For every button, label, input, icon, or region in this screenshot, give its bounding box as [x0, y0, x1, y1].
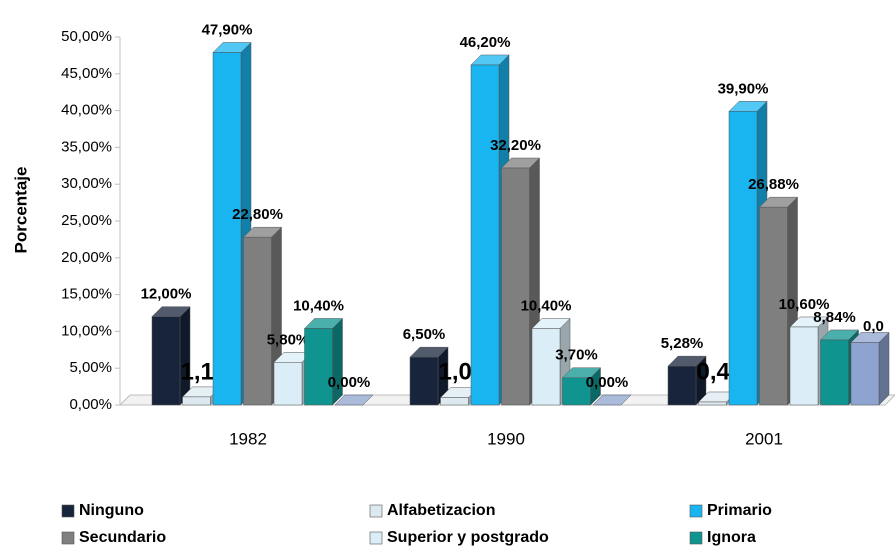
value-label: 32,20%	[490, 137, 541, 154]
bar	[303, 317, 344, 406]
legend-label: Ninguno	[79, 502, 144, 519]
value-label: 10,40%	[293, 297, 344, 314]
value-label: 10,40%	[521, 297, 572, 314]
legend-label: Superior y postgrado	[387, 529, 549, 546]
value-label: 26,88%	[748, 176, 799, 193]
value-label: 6,50%	[403, 326, 446, 343]
y-tick-label: 40,00%	[61, 102, 112, 119]
legend-label: Ignora	[707, 529, 756, 546]
value-label: 39,90%	[718, 80, 769, 97]
bar	[850, 331, 890, 406]
legend-swatch	[61, 531, 75, 545]
y-tick-label: 10,00%	[61, 322, 112, 339]
x-tick-label: 2001	[745, 429, 783, 448]
y-axis-label: Porcentaje	[11, 167, 30, 254]
legend-swatch	[369, 504, 383, 518]
legend-swatch	[369, 531, 383, 545]
value-label: 10,60%	[779, 296, 830, 313]
bar	[212, 41, 252, 406]
bar	[409, 346, 449, 406]
bar	[151, 306, 191, 406]
y-tick-label: 0,00%	[69, 396, 112, 413]
legend-label: Secundario	[79, 529, 166, 546]
bar	[334, 394, 374, 406]
y-tick-label: 25,00%	[61, 212, 112, 229]
x-tick-label: 1990	[487, 429, 525, 448]
legend-swatch	[689, 504, 703, 518]
legend-swatch	[689, 531, 703, 545]
value-label: 22,80%	[232, 206, 283, 223]
y-tick-label: 35,00%	[61, 138, 112, 155]
annotation: 0,0	[863, 318, 884, 335]
value-label: 5,28%	[661, 335, 704, 352]
value-label: 12,00%	[141, 286, 192, 303]
legend-swatch	[61, 504, 75, 518]
value-label: 5,80%	[267, 331, 310, 348]
y-tick-label: 50,00%	[61, 28, 112, 45]
value-label: 47,90%	[202, 21, 253, 38]
bar	[592, 394, 632, 406]
y-tick-label: 5,00%	[69, 359, 112, 376]
x-tick-label: 1982	[229, 429, 267, 448]
value-label: 46,20%	[460, 34, 511, 51]
legend-label: Alfabetizacion	[387, 502, 495, 519]
bar	[667, 355, 707, 406]
y-tick-label: 30,00%	[61, 175, 112, 192]
legend-label: Primario	[707, 502, 772, 519]
value-label: 3,70%	[555, 347, 598, 364]
value-label: 0,00%	[328, 374, 371, 391]
value-label: 8,84%	[813, 309, 856, 326]
y-tick-label: 15,00%	[61, 286, 112, 303]
bar	[561, 367, 602, 406]
y-tick-label: 45,00%	[61, 65, 112, 82]
y-tick-label: 20,00%	[61, 249, 112, 266]
value-label: 0,00%	[586, 374, 629, 391]
